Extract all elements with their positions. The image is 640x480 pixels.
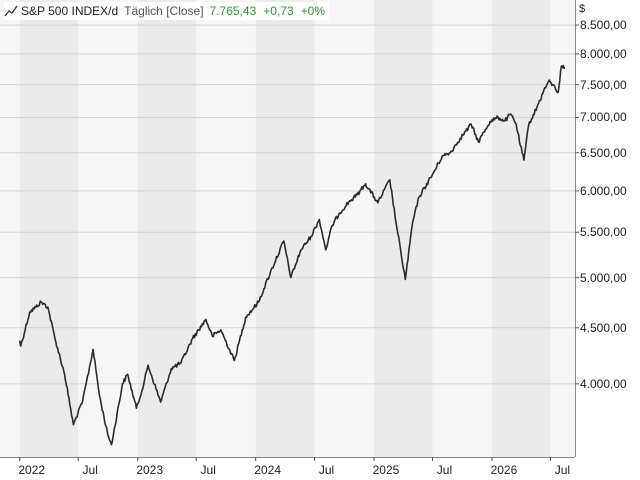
x-tick-label: Jul: [554, 463, 571, 477]
line-chart-icon: [4, 5, 18, 17]
x-tick-label: 2023: [136, 463, 164, 477]
x-tick-marks: [19, 457, 551, 461]
legend-change-percent: +0%: [300, 4, 325, 18]
x-tick-label: 2022: [18, 463, 46, 477]
time-band: [255, 0, 315, 457]
time-bands: [0, 0, 575, 457]
time-band: [78, 0, 138, 457]
y-tick-label: 5.500,00: [580, 225, 627, 240]
time-band: [0, 0, 20, 457]
y-tick-label: 7.500,00: [580, 77, 627, 92]
y-tick-label: 5.000,00: [580, 270, 627, 285]
time-band: [432, 0, 492, 457]
time-band: [196, 0, 256, 457]
legend-title: S&P 500 INDEX/d: [21, 4, 119, 18]
legend-last-value: 7.765,43: [209, 4, 257, 18]
x-tick-label: 2024: [254, 463, 282, 477]
currency-unit-label: $: [579, 3, 586, 15]
price-series-line: [18, 64, 566, 446]
y-tick-label: 8.500,00: [580, 18, 627, 33]
y-tick-label: 8.000,00: [580, 46, 627, 61]
legend-mode: Täglich [Close]: [124, 4, 204, 18]
x-tick-label: Jul: [318, 463, 335, 477]
y-tick-label: 4.000,00: [580, 376, 627, 391]
y-tick-label: 4.500,00: [580, 320, 627, 335]
time-band: [491, 0, 551, 457]
time-band: [373, 0, 433, 457]
time-band: [137, 0, 197, 457]
time-band: [19, 0, 79, 457]
x-tick-label: Jul: [200, 463, 216, 477]
chart-legend: S&P 500 INDEX/d Täglich [Close] 7.765,43…: [4, 2, 329, 20]
grid-lines: [0, 24, 575, 385]
legend-change: +0,73: [263, 4, 294, 18]
x-tick-label: 2025: [372, 463, 400, 477]
x-tick-label: 2026: [490, 463, 518, 477]
time-band: [550, 0, 575, 457]
y-tick-label: 7.000,00: [580, 110, 627, 125]
x-tick-label: Jul: [436, 463, 453, 477]
y-tick-label: 6.000,00: [580, 183, 627, 198]
y-tick-marks: [575, 24, 579, 385]
y-tick-label: 6.500,00: [580, 145, 627, 160]
x-tick-label: Jul: [82, 463, 98, 477]
time-band: [314, 0, 374, 457]
